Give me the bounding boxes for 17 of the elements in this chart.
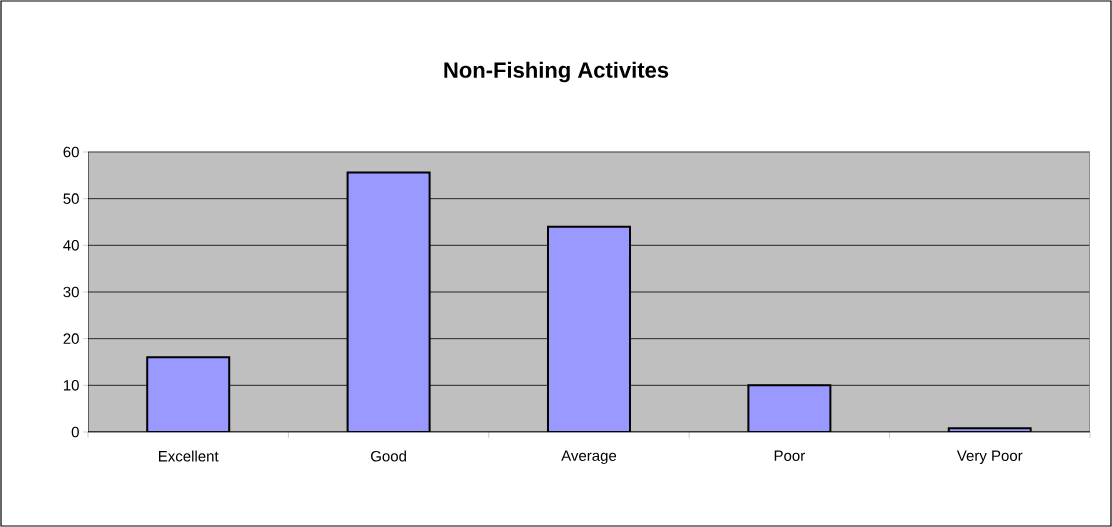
y-tick-label: 20 bbox=[63, 333, 79, 344]
y-tick-label: 10 bbox=[63, 380, 79, 391]
x-tick-label: Average bbox=[561, 450, 617, 464]
x-tick-label: Poor bbox=[774, 450, 805, 461]
chart-title: Non-Fishing Activites bbox=[444, 61, 669, 83]
y-tick-label: 30 bbox=[63, 286, 79, 298]
bar bbox=[346, 171, 431, 432]
y-tick-label: 60 bbox=[63, 146, 79, 158]
bar bbox=[747, 384, 832, 432]
x-tick-label: Good bbox=[371, 450, 406, 462]
bar bbox=[146, 356, 231, 432]
bar bbox=[546, 225, 631, 432]
x-tick-label: Very Poor bbox=[956, 450, 1023, 464]
y-tick-label: 40 bbox=[63, 240, 79, 251]
y-tick-label: 50 bbox=[63, 193, 79, 204]
y-tick-label: 0 bbox=[71, 426, 79, 438]
x-tick-label: Excellent bbox=[159, 450, 219, 462]
